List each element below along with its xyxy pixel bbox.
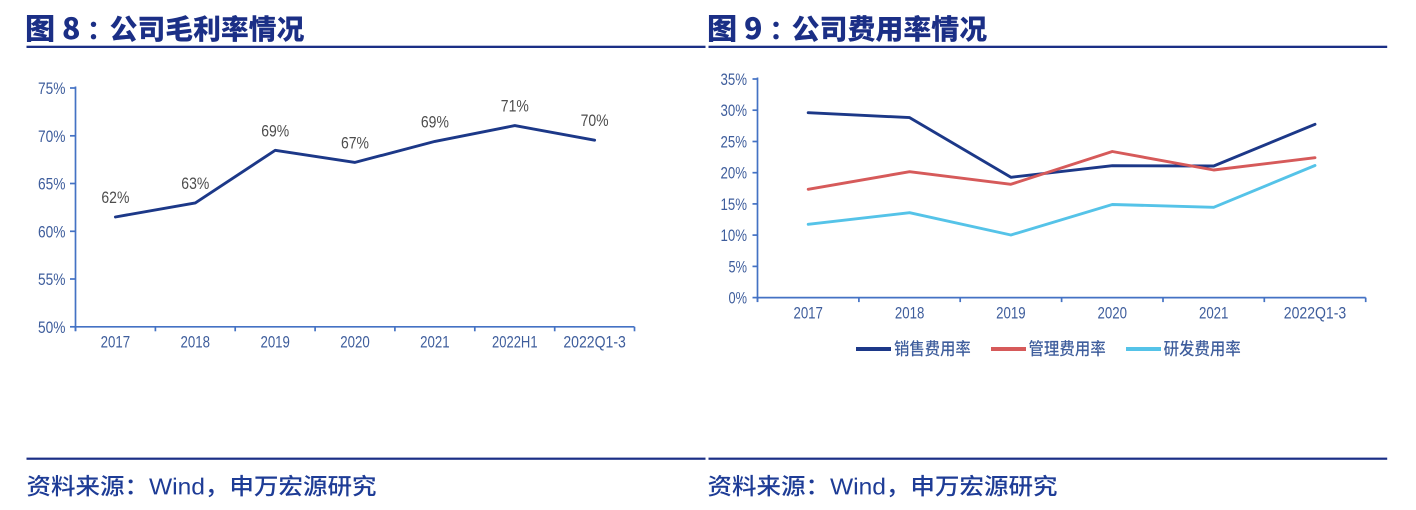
svg-text:2020: 2020 — [1098, 304, 1128, 323]
svg-text:2017: 2017 — [101, 333, 131, 352]
svg-text:2019: 2019 — [260, 333, 290, 352]
svg-text:2021: 2021 — [420, 333, 450, 352]
svg-text:50%: 50% — [38, 318, 66, 337]
svg-text:2019: 2019 — [996, 304, 1026, 323]
svg-text:2020: 2020 — [340, 333, 370, 352]
svg-text:2017: 2017 — [793, 304, 823, 323]
svg-text:5%: 5% — [729, 257, 748, 276]
svg-text:63%: 63% — [181, 174, 209, 193]
svg-text:25%: 25% — [721, 133, 748, 152]
svg-text:10%: 10% — [721, 226, 748, 245]
svg-text:15%: 15% — [721, 195, 748, 214]
svg-text:30%: 30% — [721, 101, 748, 120]
svg-text:70%: 70% — [38, 127, 66, 146]
svg-text:71%: 71% — [501, 97, 529, 116]
svg-text:65%: 65% — [38, 175, 66, 194]
svg-text:70%: 70% — [581, 111, 609, 130]
svg-text:55%: 55% — [38, 270, 66, 289]
svg-text:69%: 69% — [421, 112, 449, 131]
svg-text:0%: 0% — [729, 289, 748, 308]
svg-text:20%: 20% — [721, 164, 748, 183]
svg-text:2022H1: 2022H1 — [492, 333, 538, 352]
svg-text:35%: 35% — [721, 70, 748, 89]
svg-text:69%: 69% — [261, 121, 289, 140]
svg-text:2022Q1-3: 2022Q1-3 — [563, 333, 626, 352]
svg-text:62%: 62% — [101, 188, 129, 207]
svg-text:2021: 2021 — [1199, 304, 1229, 323]
svg-text:67%: 67% — [341, 133, 369, 152]
svg-text:60%: 60% — [38, 222, 66, 241]
svg-text:2018: 2018 — [181, 333, 211, 352]
svg-text:2022Q1-3: 2022Q1-3 — [1284, 304, 1347, 323]
svg-text:2018: 2018 — [895, 304, 925, 323]
svg-text:75%: 75% — [38, 79, 66, 98]
